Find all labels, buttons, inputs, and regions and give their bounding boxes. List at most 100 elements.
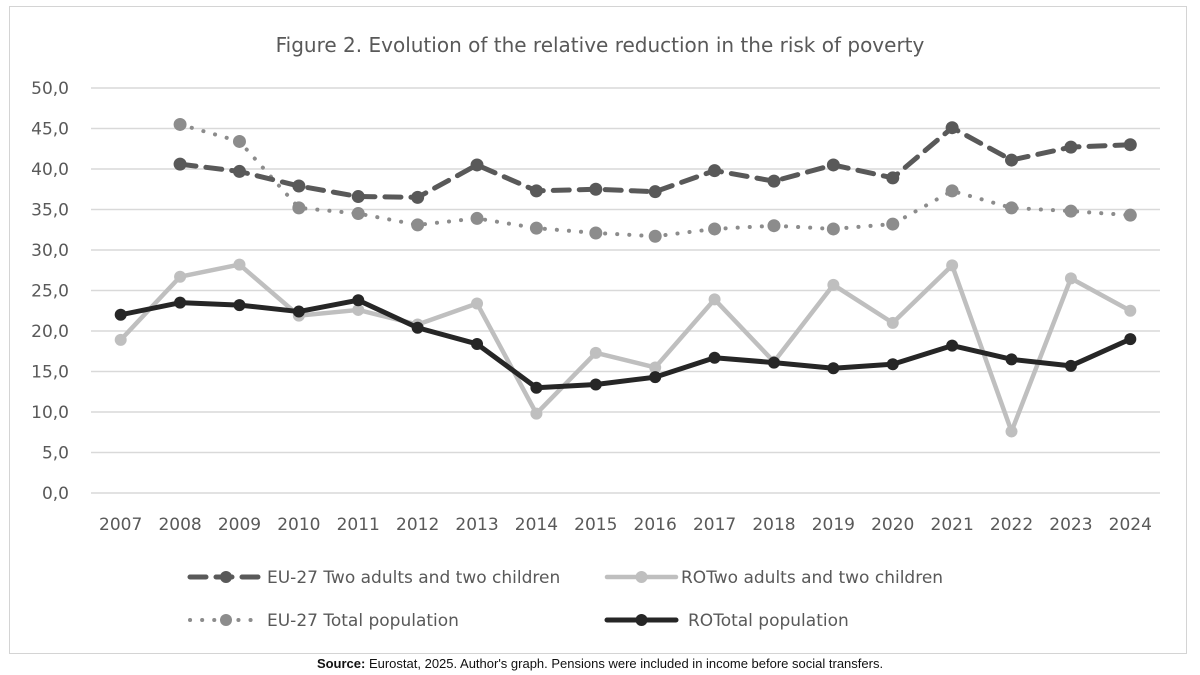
data-point[interactable] <box>946 259 959 272</box>
data-point[interactable] <box>589 226 603 240</box>
data-point[interactable] <box>708 222 722 236</box>
data-point[interactable] <box>232 134 246 148</box>
data-point[interactable] <box>649 361 662 374</box>
data-point[interactable] <box>411 218 425 232</box>
source-label: Source: <box>316 656 366 671</box>
data-point[interactable] <box>351 207 365 221</box>
data-point[interactable] <box>174 296 187 309</box>
data-point[interactable] <box>470 158 484 172</box>
series-eu-27-total-population <box>173 117 1137 243</box>
x-tick-label: 2021 <box>931 515 974 535</box>
data-point[interactable] <box>114 308 127 321</box>
data-point[interactable] <box>529 184 543 198</box>
legend-symbol-dashed <box>187 571 265 583</box>
legend-item-ro-two-adults[interactable]: ROTwo adults and two children <box>604 568 943 588</box>
y-tick-label: 30,0 <box>31 241 69 261</box>
legend-marker <box>220 614 232 626</box>
data-point[interactable] <box>826 158 840 172</box>
data-point[interactable] <box>945 121 959 135</box>
data-point[interactable] <box>1124 333 1137 346</box>
data-point[interactable] <box>114 333 127 346</box>
data-point[interactable] <box>352 294 365 307</box>
legend-item-eu27-two-adults[interactable]: EU-27 Two adults and two children <box>187 568 560 588</box>
data-point[interactable] <box>946 339 959 352</box>
data-point[interactable] <box>767 356 780 369</box>
data-point[interactable] <box>471 297 484 310</box>
data-point[interactable] <box>411 190 425 204</box>
data-point[interactable] <box>767 174 781 188</box>
legend-symbol-dotted <box>188 614 264 626</box>
data-point[interactable] <box>529 221 543 235</box>
data-point[interactable] <box>589 346 602 359</box>
data-point[interactable] <box>530 407 543 420</box>
data-point[interactable] <box>174 270 187 283</box>
data-point[interactable] <box>470 211 484 225</box>
data-point[interactable] <box>1123 208 1137 222</box>
x-tick-label: 2007 <box>99 515 142 535</box>
legend-item-eu27-total[interactable]: EU-27 Total population <box>188 611 459 631</box>
legend-symbol-solid-light <box>604 571 679 583</box>
data-point[interactable] <box>1005 353 1018 366</box>
data-point[interactable] <box>648 185 662 199</box>
data-point[interactable] <box>1005 425 1018 438</box>
data-point[interactable] <box>589 378 602 391</box>
data-point[interactable] <box>649 371 662 384</box>
data-point[interactable] <box>826 222 840 236</box>
data-point[interactable] <box>1005 201 1019 215</box>
data-point[interactable] <box>708 293 721 306</box>
x-tick-label: 2024 <box>1109 515 1152 535</box>
legend-label: EU-27 Two adults and two children <box>267 568 560 588</box>
data-point[interactable] <box>708 164 722 178</box>
y-tick-label: 10,0 <box>31 403 69 423</box>
data-point[interactable] <box>351 190 365 204</box>
y-tick-label: 5,0 <box>42 444 69 464</box>
y-tick-label: 15,0 <box>31 363 69 383</box>
data-point[interactable] <box>1064 272 1077 285</box>
x-tick-label: 2014 <box>515 515 558 535</box>
data-point[interactable] <box>767 219 781 233</box>
x-tick-label: 2022 <box>990 515 1033 535</box>
data-point[interactable] <box>1064 359 1077 372</box>
data-point[interactable] <box>233 258 246 271</box>
legend-item-ro-total[interactable]: ROTotal population <box>604 611 849 631</box>
data-point[interactable] <box>1123 138 1137 152</box>
data-point[interactable] <box>708 351 721 364</box>
data-point[interactable] <box>173 117 187 131</box>
source-note: Source: Eurostat, 2025. Author's graph. … <box>0 656 1200 671</box>
chart-frame <box>9 6 1187 654</box>
series-line <box>118 297 1133 391</box>
data-point[interactable] <box>1005 153 1019 167</box>
x-tick-label: 2011 <box>337 515 380 535</box>
data-point[interactable] <box>886 171 900 185</box>
legend-marker <box>635 614 648 626</box>
source-text: Eurostat, 2025. Author's graph. Pensions… <box>365 656 884 671</box>
data-point[interactable] <box>589 182 603 196</box>
data-point[interactable] <box>292 305 305 318</box>
data-point[interactable] <box>173 157 187 171</box>
data-point[interactable] <box>886 358 899 371</box>
data-point[interactable] <box>648 229 662 243</box>
data-point[interactable] <box>886 217 900 231</box>
data-point[interactable] <box>530 381 543 394</box>
data-point[interactable] <box>411 321 424 334</box>
data-point[interactable] <box>886 316 899 329</box>
data-point[interactable] <box>233 299 246 312</box>
data-point[interactable] <box>945 184 959 198</box>
legend-symbol-solid-dark <box>604 614 679 626</box>
x-tick-label: 2018 <box>752 515 795 535</box>
legend-label: ROTwo adults and two children <box>681 568 943 588</box>
y-axis-ticks: 0,0 5,0 10,0 15,0 20,0 25,0 30,0 35,0 40,0 45,0 50… <box>31 79 69 504</box>
x-tick-label: 2016 <box>634 515 677 535</box>
data-point[interactable] <box>292 179 306 193</box>
data-point[interactable] <box>827 278 840 291</box>
data-point[interactable] <box>827 362 840 375</box>
data-point[interactable] <box>1064 204 1078 218</box>
data-point[interactable] <box>232 164 246 178</box>
gridlines <box>91 87 1160 494</box>
data-point[interactable] <box>1124 304 1137 317</box>
data-point[interactable] <box>352 303 365 316</box>
data-point[interactable] <box>1064 140 1078 154</box>
data-point[interactable] <box>471 337 484 350</box>
data-point[interactable] <box>292 201 306 215</box>
x-tick-label: 2009 <box>218 515 261 535</box>
